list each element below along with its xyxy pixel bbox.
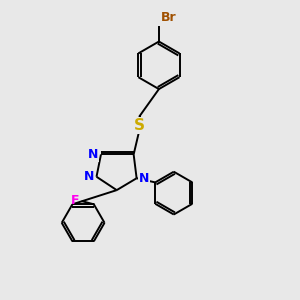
Text: N: N	[139, 172, 149, 185]
Text: N: N	[88, 148, 99, 161]
Text: S: S	[134, 118, 145, 133]
Text: F: F	[71, 194, 80, 207]
Text: N: N	[84, 170, 94, 183]
Text: Br: Br	[160, 11, 176, 24]
